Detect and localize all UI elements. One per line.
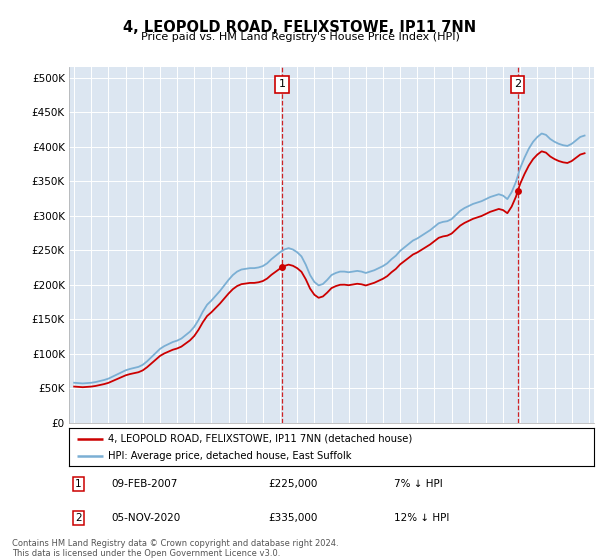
Text: 09-FEB-2007: 09-FEB-2007 <box>111 479 178 489</box>
Text: £335,000: £335,000 <box>269 513 318 523</box>
Text: Contains HM Land Registry data © Crown copyright and database right 2024.
This d: Contains HM Land Registry data © Crown c… <box>12 539 338 558</box>
Text: Price paid vs. HM Land Registry's House Price Index (HPI): Price paid vs. HM Land Registry's House … <box>140 32 460 43</box>
Text: 4, LEOPOLD ROAD, FELIXSTOWE, IP11 7NN: 4, LEOPOLD ROAD, FELIXSTOWE, IP11 7NN <box>124 20 476 35</box>
Text: 2: 2 <box>514 80 521 90</box>
Text: 4, LEOPOLD ROAD, FELIXSTOWE, IP11 7NN (detached house): 4, LEOPOLD ROAD, FELIXSTOWE, IP11 7NN (d… <box>109 433 413 444</box>
Text: 7% ↓ HPI: 7% ↓ HPI <box>395 479 443 489</box>
Text: 05-NOV-2020: 05-NOV-2020 <box>111 513 180 523</box>
Text: £225,000: £225,000 <box>269 479 318 489</box>
Text: HPI: Average price, detached house, East Suffolk: HPI: Average price, detached house, East… <box>109 451 352 461</box>
Text: 12% ↓ HPI: 12% ↓ HPI <box>395 513 450 523</box>
Text: 1: 1 <box>75 479 82 489</box>
Text: 2: 2 <box>75 513 82 523</box>
Text: 1: 1 <box>278 80 286 90</box>
